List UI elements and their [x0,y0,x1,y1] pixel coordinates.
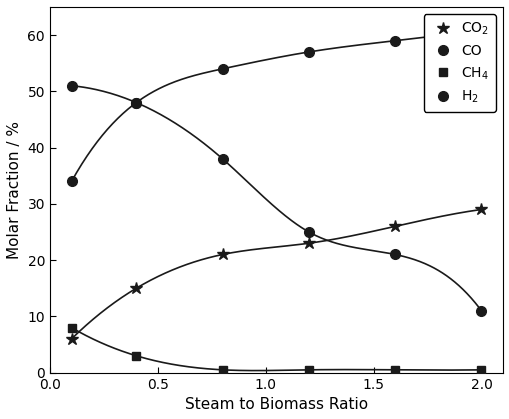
Line: CH$_4$: CH$_4$ [67,323,485,374]
CO$_2$ [305,241,312,246]
H$_2$ [219,66,225,71]
H$_2$ [477,27,484,32]
CO [391,252,398,257]
CO$_2$ [219,252,225,257]
CO$_2$ [391,224,398,229]
CH$_4$ [391,367,398,372]
H$_2$ [133,100,139,105]
CO [305,230,312,235]
Line: CO$_2$: CO$_2$ [65,203,487,345]
CO [133,100,139,105]
H$_2$ [305,49,312,54]
H$_2$ [68,179,74,184]
CO [477,308,484,313]
X-axis label: Steam to Biomass Ratio: Steam to Biomass Ratio [185,397,367,412]
Y-axis label: Molar Fraction / %: Molar Fraction / % [7,121,22,259]
CO [68,83,74,88]
CH$_4$ [219,367,225,372]
CH$_4$ [68,325,74,330]
Line: H$_2$: H$_2$ [67,25,486,186]
Legend: CO$_2$, CO, CH$_4$, H$_2$: CO$_2$, CO, CH$_4$, H$_2$ [423,14,495,112]
CH$_4$ [477,367,484,372]
H$_2$ [391,38,398,43]
Line: CO: CO [67,81,486,316]
CH$_4$ [305,367,312,372]
CH$_4$ [133,353,139,358]
CO$_2$ [133,286,139,291]
CO [219,156,225,161]
CO$_2$ [68,336,74,341]
CO$_2$ [477,207,484,212]
